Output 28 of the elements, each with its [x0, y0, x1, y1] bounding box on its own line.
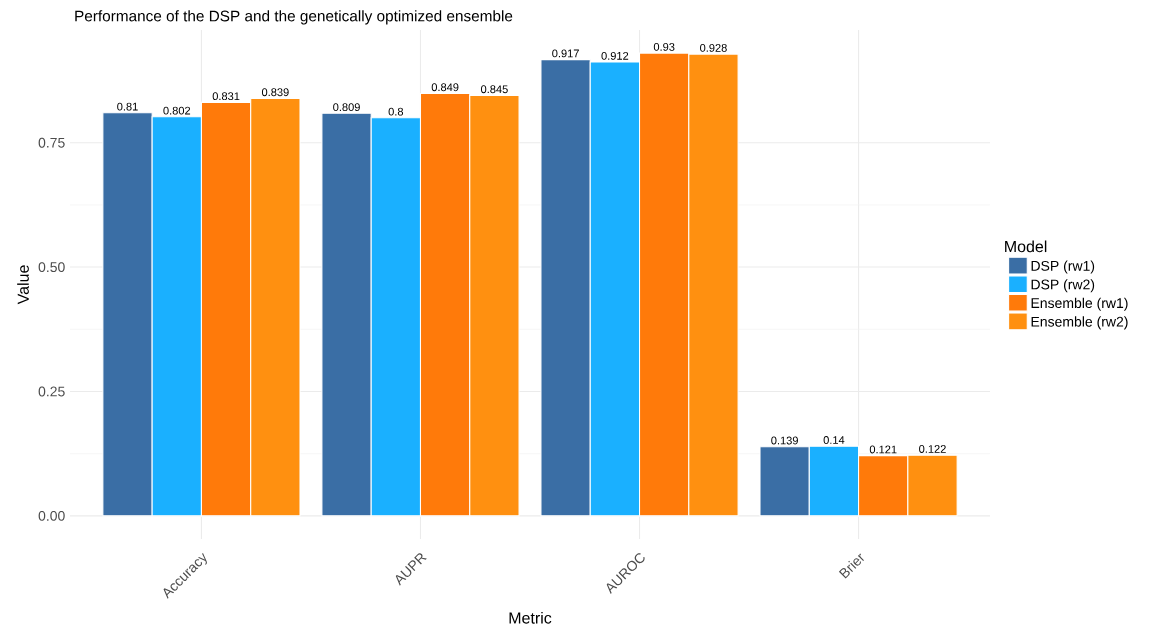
legend-label: Ensemble (rw1): [1031, 297, 1128, 311]
legend-label: DSP (rw2): [1031, 279, 1095, 293]
data-label: 0.93: [653, 43, 675, 51]
data-label: 0.928: [700, 44, 727, 52]
data-label: 0.839: [261, 88, 289, 97]
data-label: 0.139: [771, 436, 798, 445]
chart-title: Performance of the DSP and the genetically optimized ensemble: [75, 10, 513, 25]
data-label: 0.849: [431, 83, 459, 92]
data-label: 0.809: [333, 103, 360, 112]
legend-label: Ensemble (rw2): [1031, 316, 1128, 330]
y-tick-label: 0.50: [38, 262, 65, 273]
data-label: 0.121: [869, 445, 897, 454]
y-axis-title: Value: [17, 265, 29, 305]
legend-title: Model: [1005, 240, 1047, 253]
legend-label: DSP (rw1): [1031, 260, 1095, 274]
y-tick-label: 0.25: [38, 386, 65, 397]
data-label: 0.14: [823, 436, 845, 444]
data-label: 0.912: [601, 51, 629, 60]
data-label: 0.81: [117, 102, 138, 111]
data-label: 0.802: [163, 106, 191, 115]
data-label: 0.845: [481, 85, 508, 94]
data-label: 0.831: [212, 92, 240, 101]
x-axis-title: Metric: [509, 611, 552, 624]
data-label: 0.122: [919, 445, 946, 453]
data-label: 0.8: [388, 107, 404, 116]
data-label: 0.917: [552, 49, 579, 58]
y-tick-label: 0.00: [38, 510, 65, 521]
y-tick-label: 0.75: [38, 137, 65, 148]
